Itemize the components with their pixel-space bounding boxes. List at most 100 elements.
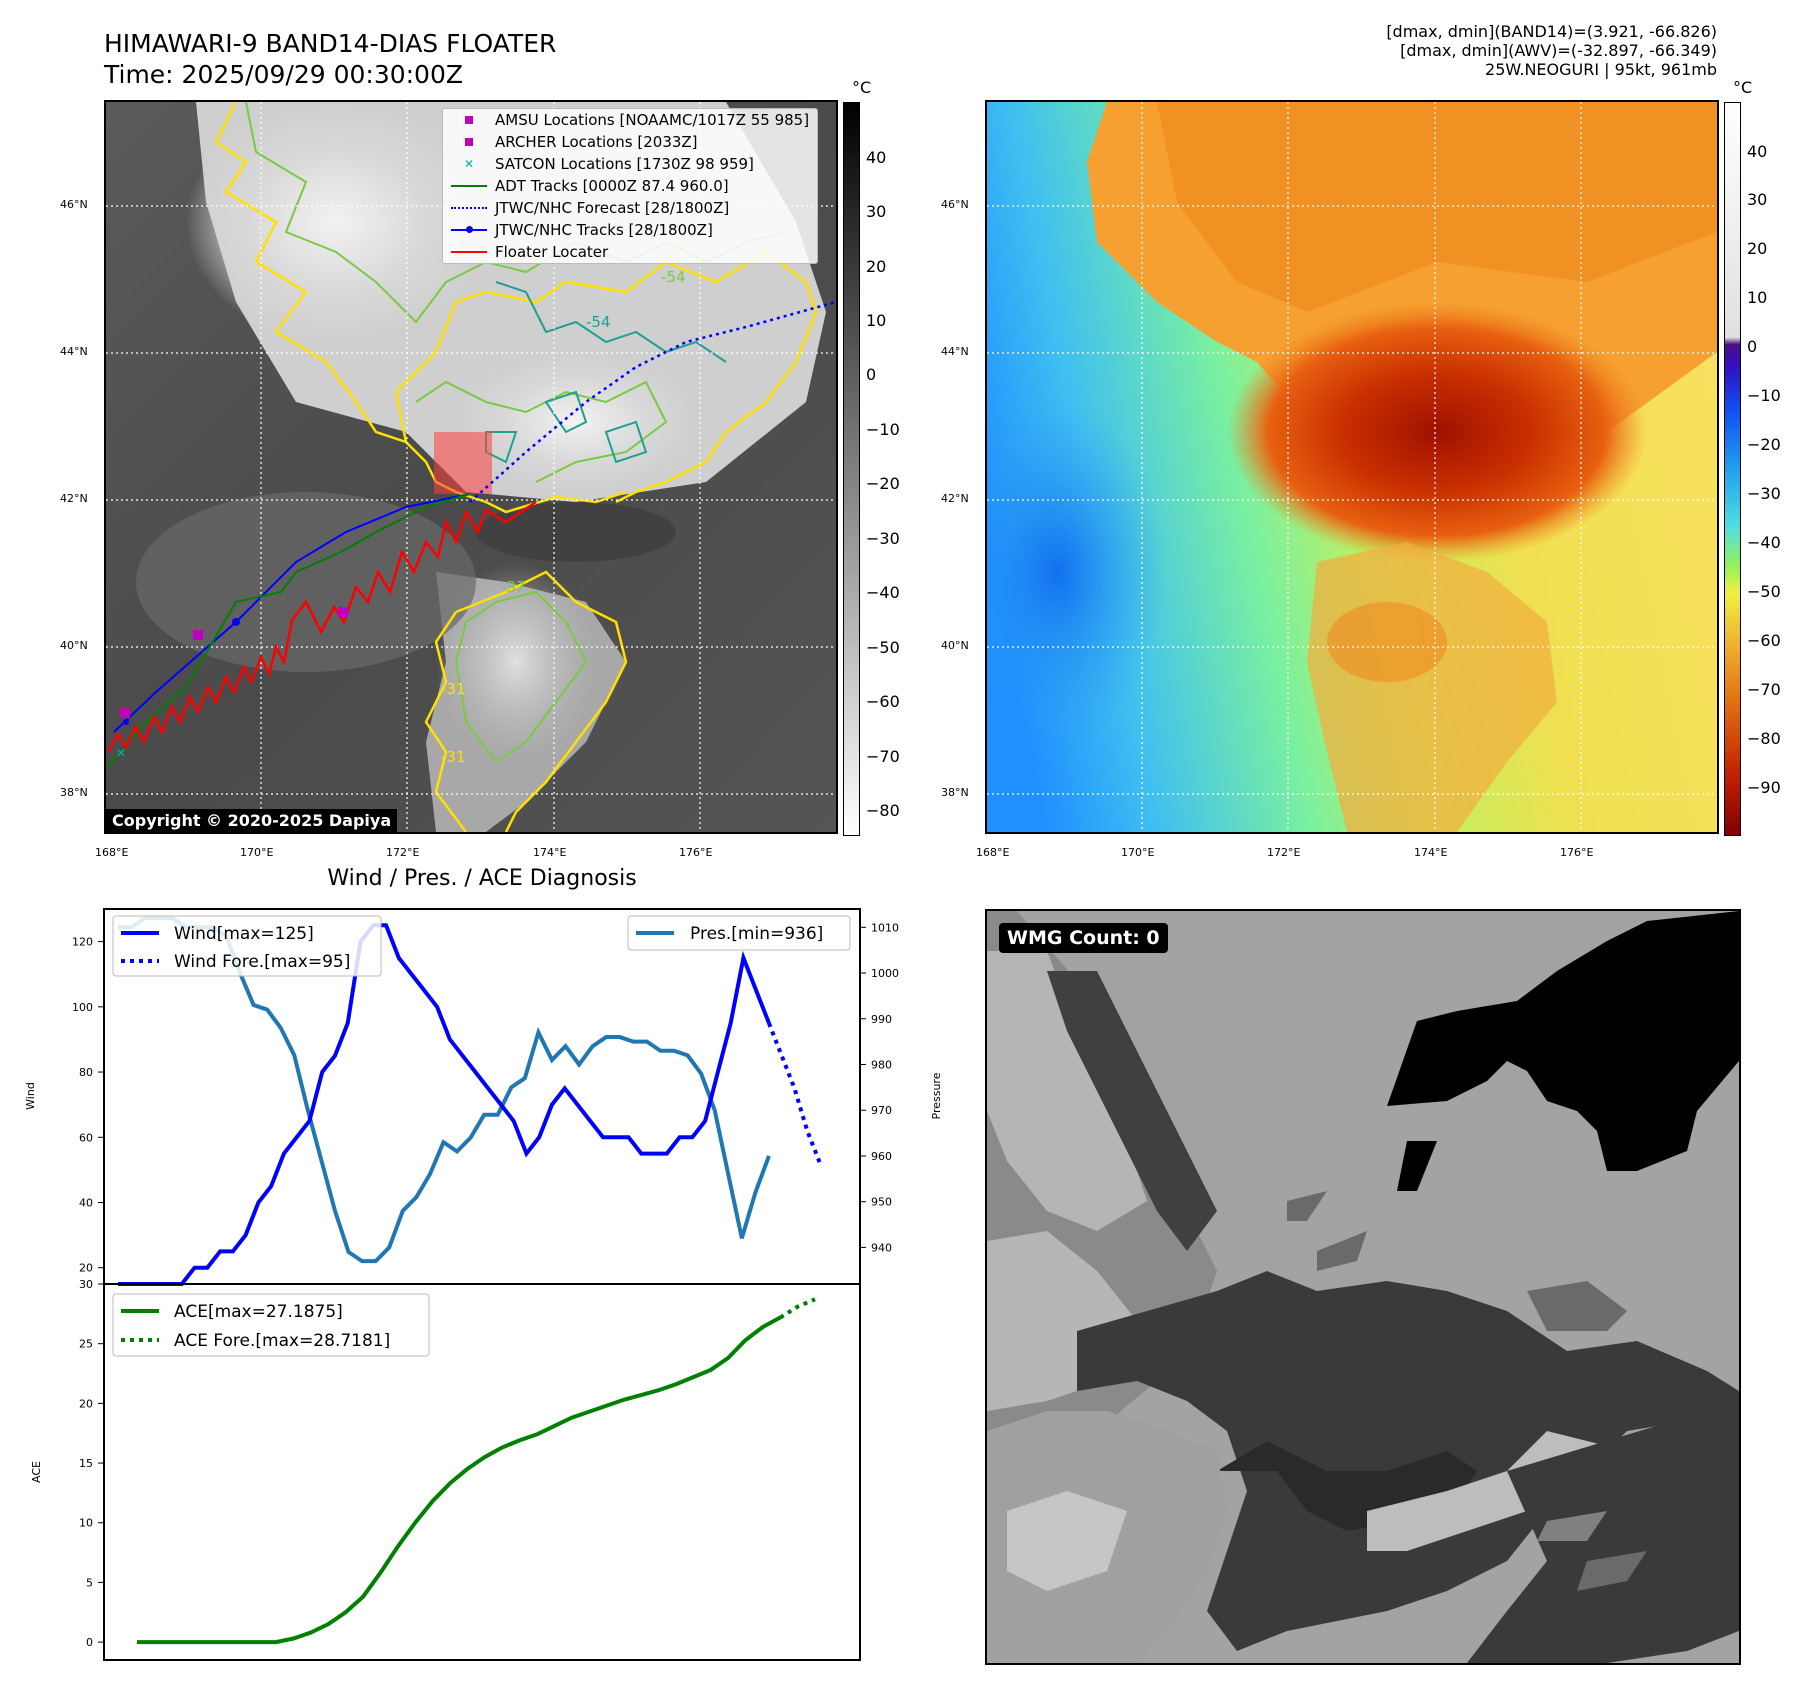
wind-tick-label: 120 [72, 936, 93, 949]
legend-item-satcon: ✕ SATCON Locations [1730Z 98 959] [443, 153, 817, 175]
lon-label: 176°E [679, 846, 713, 859]
jtwc-track-point [232, 618, 240, 626]
ace-line [137, 1315, 782, 1645]
pressure-axis-label: Pressure [930, 1072, 943, 1119]
floater-locater-track [106, 500, 537, 753]
colorbar-tick: −20 [866, 474, 900, 493]
dotted-line-icon [451, 201, 487, 215]
wmg-gray-patch [1537, 1511, 1607, 1541]
colorbar-tick: −20 [1747, 435, 1781, 454]
wind-tick-label: 40 [79, 1196, 93, 1209]
wv-colorbar [1724, 102, 1741, 836]
colorbar-tick: −10 [866, 420, 900, 439]
wv-satellite-map[interactable] [985, 100, 1719, 834]
colorbar-tick: −70 [1747, 680, 1781, 699]
pressure-tick-label: 1000 [871, 967, 899, 980]
floater-box [434, 432, 492, 494]
legend-label: ARCHER Locations [2033Z] [495, 133, 698, 151]
ace-yticks: 0 5 10 15 20 25 30 [79, 1278, 104, 1649]
wind-forecast-line [767, 1022, 822, 1165]
pressure-legend: Pres.[min=936] [627, 915, 851, 951]
ir-satellite-map[interactable]: -54 -54 -37 -31 -31 ✕ AMSU Locations [NO… [104, 100, 838, 834]
colorbar-tick: 20 [1747, 239, 1768, 258]
lon-label: 170°E [1121, 846, 1155, 859]
legend-label: AMSU Locations [NOAAMC/1017Z 55 985] [495, 111, 810, 129]
lat-label: 42°N [60, 492, 88, 505]
legend-label: Wind[max=125] [174, 924, 314, 944]
storm-metadata: [dmax, dmin](BAND14)=(3.921, -66.826) [d… [1386, 22, 1717, 79]
pressure-tick-label: 970 [871, 1104, 892, 1117]
ace-tick-label: 0 [86, 1636, 93, 1649]
lon-label: 174°E [533, 846, 567, 859]
ace-tick-label: 5 [86, 1576, 93, 1589]
legend-label: ADT Tracks [0000Z 87.4 960.0] [495, 177, 729, 195]
ace-series [137, 1297, 816, 1645]
lon-label: 168°E [976, 846, 1010, 859]
wind-yticks: 20 40 60 80 100 120 [72, 936, 104, 1275]
wv-map-svg [987, 102, 1717, 832]
wmg-gray-patch [1287, 1191, 1327, 1221]
wind-axis-label: Wind [24, 1082, 37, 1110]
colorbar-tick: −50 [866, 638, 900, 657]
wind-tick-label: 20 [79, 1262, 93, 1275]
ace-tick-label: 10 [79, 1517, 93, 1530]
colorbar-tick: −40 [1747, 533, 1781, 552]
wind-tick-label: 100 [72, 1001, 93, 1014]
pressure-tick-label: 950 [871, 1196, 892, 1209]
lon-label: 176°E [1560, 846, 1594, 859]
square-marker-icon [451, 113, 487, 127]
contour-yellow-south [424, 570, 628, 832]
colorbar-tick: 10 [866, 311, 887, 330]
legend-label: JTWC/NHC Forecast [28/1800Z] [495, 199, 730, 217]
contour-label: -31 [441, 748, 466, 766]
wmg-dark-ridge [1047, 971, 1217, 1251]
pressure-tick-label: 980 [871, 1058, 892, 1071]
adt-track [107, 493, 471, 768]
colorbar-tick: −30 [866, 529, 900, 548]
colorbar-tick: 20 [866, 257, 887, 276]
lat-label: 44°N [941, 345, 969, 358]
copyright-badge: Copyright © 2020-2025 Dapiya [106, 809, 398, 832]
legend-item-adt: ADT Tracks [0000Z 87.4 960.0] [443, 175, 817, 197]
pressure-tick-label: 940 [871, 1241, 892, 1254]
jtwc-forecast-track [469, 300, 836, 503]
wind-line [118, 923, 771, 1286]
solid-line-icon [451, 179, 487, 193]
wmg-bottom-light [1007, 1491, 1127, 1591]
colorbar-tick: −80 [1747, 729, 1781, 748]
colorbar-tick: −60 [866, 692, 900, 711]
pressure-yticks: 940 950 960 970 980 990 1000 1010 [860, 921, 899, 1254]
chart-title: HIMAWARI-9 BAND14-DIAS FLOATER Time: 202… [104, 28, 556, 90]
meta-awv-range: [dmax, dmin](AWV)=(-32.897, -66.349) [1400, 41, 1717, 60]
colorbar-tick: −70 [866, 747, 900, 766]
wmg-gray-patch [1577, 1551, 1647, 1591]
x-marker-icon: ✕ [463, 157, 475, 171]
legend-item-archer: ARCHER Locations [2033Z] [443, 131, 817, 153]
lat-label: 42°N [941, 492, 969, 505]
ir-map-legend: AMSU Locations [NOAAMC/1017Z 55 985] ARC… [442, 108, 819, 264]
wv-south-band-core [1327, 602, 1447, 682]
pressure-tick-label: 1010 [871, 921, 899, 934]
wmg-black-region-north [1387, 911, 1739, 1171]
wmg-dark-band [1077, 1271, 1739, 1651]
meta-storm-info: 25W.NEOGURI | 95kt, 961mb [1485, 60, 1717, 79]
square-marker-icon [451, 135, 487, 149]
line-dot-icon [451, 223, 487, 237]
amsu-location-marker [193, 630, 203, 640]
amsu-location-marker [338, 607, 348, 617]
legend-label: ACE Fore.[max=28.7181] [174, 1331, 390, 1351]
lat-label: 38°N [60, 786, 88, 799]
cloud-low-west [136, 492, 476, 672]
diagnosis-title: Wind / Pres. / ACE Diagnosis [327, 866, 637, 891]
jtwc-track-point [123, 719, 129, 725]
legend-item-floater: Floater Locater [443, 241, 817, 263]
contour-label: -31 [441, 680, 466, 698]
jtwc-best-track [113, 493, 471, 733]
ace-tick-label: 30 [79, 1278, 93, 1291]
lon-label: 170°E [240, 846, 274, 859]
wv-colorbar-ticks: 40 30 20 10 0 −10 −20 −30 −40 −50 −60 −7… [1747, 102, 1792, 834]
title-line-1: HIMAWARI-9 BAND14-DIAS FLOATER [104, 29, 557, 58]
colorbar-tick: −80 [866, 801, 900, 820]
wmg-panel[interactable]: WMG Count: 0 [985, 909, 1741, 1665]
contour-green-south [454, 590, 588, 764]
